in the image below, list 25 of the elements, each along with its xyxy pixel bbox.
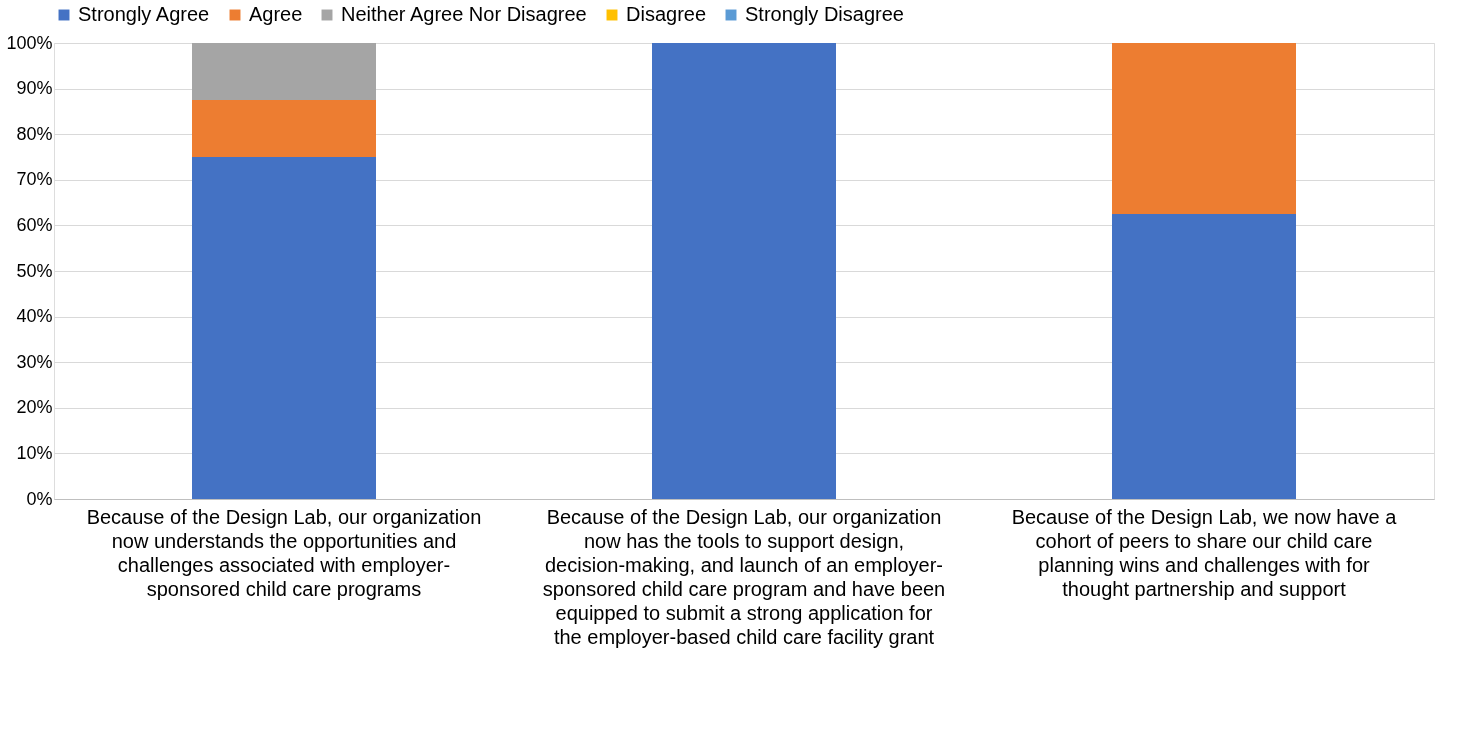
y-tick-label: 80%: [16, 123, 53, 144]
legend-label: Disagree: [626, 3, 707, 25]
legend-label: Agree: [249, 3, 303, 25]
y-tick-label: 40%: [16, 306, 53, 327]
y-tick-label: 10%: [16, 442, 53, 463]
bar: [192, 157, 376, 499]
y-tick-label: 100%: [6, 32, 53, 53]
bar: [192, 43, 376, 100]
bar: [1112, 214, 1296, 499]
legend-label: Neither Agree Nor Disagree: [341, 3, 587, 25]
y-tick-label: 0%: [26, 488, 53, 509]
y-tick-label: 60%: [16, 214, 53, 235]
x-tick-label: Because of the Design Lab, our organization now understands the opportunities and challenges associated with employer-sponsored child care programs: [86, 505, 482, 600]
y-tick-label: 90%: [16, 78, 53, 99]
y-tick-label: 30%: [16, 351, 53, 372]
x-tick-label: Because of the Design Lab, we now have a cohort of peers to share our child care planning wins and challenges with for thought partnership and support: [1011, 505, 1398, 600]
x-tick-label: Because of the Design Lab, our organization now has the tools to support design, decision-making, and launch of an employer-sponsored child care program and have been equipped to submit a strong application for the employer-based child care facility grant: [542, 505, 946, 648]
y-tick-label: 70%: [16, 169, 53, 190]
bar: [1112, 43, 1296, 214]
bar: [192, 100, 376, 157]
y-tick-label: 20%: [16, 397, 53, 418]
legend-label: Strongly Disagree: [745, 3, 904, 25]
bar: [652, 43, 836, 499]
legend-label: Strongly Agree: [78, 3, 210, 25]
y-tick-label: 50%: [16, 260, 53, 281]
